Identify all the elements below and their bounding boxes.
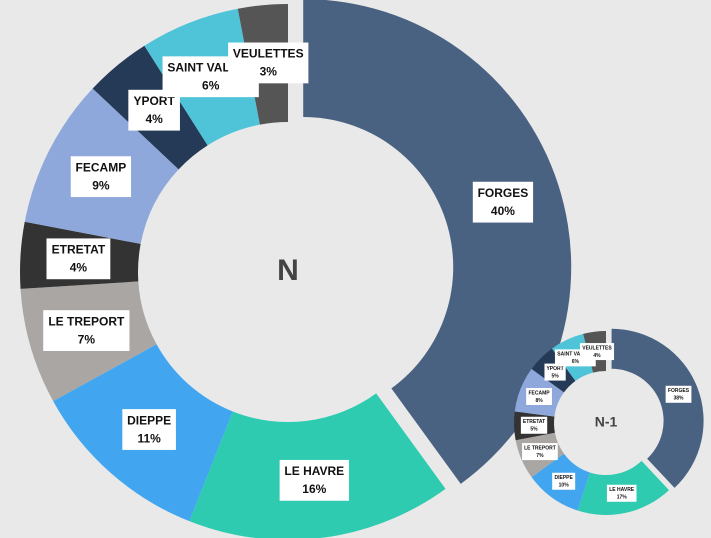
label-box [526, 387, 552, 405]
value-label: 11% [137, 431, 161, 445]
category-label: VEULETTES [233, 47, 304, 61]
slice-label: VEULETTES 3% [228, 42, 309, 84]
label-box [606, 484, 637, 502]
slice-label: LE HAVRE 17% [606, 484, 637, 502]
label-box [544, 363, 566, 381]
category-label: VEULETTES [582, 345, 612, 351]
category-label: DIEPPE [127, 413, 171, 427]
label-box [46, 238, 111, 280]
category-label: DIEPPE [555, 475, 574, 481]
label-box [43, 310, 130, 351]
value-label: 3% [260, 65, 278, 79]
value-label: 10% [559, 483, 570, 489]
value-label: 9% [92, 178, 110, 192]
value-label: 7% [78, 332, 96, 346]
category-label: FORGES [668, 388, 690, 394]
value-label: 17% [617, 495, 628, 501]
value-label: 6% [572, 359, 580, 365]
category-label: LE HAVRE [609, 487, 635, 493]
slice-label: ETRETAT 4% [46, 238, 111, 280]
center-label: N-1 [595, 414, 618, 430]
value-label: 5% [551, 373, 559, 379]
slice-label: VEULETTES 4% [579, 343, 615, 361]
value-label: 5% [530, 427, 538, 433]
label-box [228, 42, 309, 84]
category-label: FECAMP [76, 160, 127, 174]
value-label: 4% [145, 112, 163, 126]
slice-label: ETRETAT 5% [520, 416, 548, 434]
label-box [552, 472, 576, 490]
value-label: 16% [302, 482, 326, 496]
category-label: LE HAVRE [284, 464, 344, 478]
center-label: N [277, 254, 299, 287]
slice-label: LE TREPORT 7% [522, 443, 558, 461]
category-label: FECAMP [528, 390, 550, 396]
label-box [70, 156, 132, 198]
label-box [520, 416, 548, 434]
category-label: ETRETAT [523, 419, 545, 425]
value-label: 38% [674, 396, 685, 402]
label-box [279, 459, 350, 501]
label-box [122, 409, 176, 450]
category-label: YPORT [546, 366, 563, 372]
category-label: SAINT VALERY [557, 352, 594, 358]
slice-label: LE HAVRE 16% [279, 459, 350, 501]
label-box [472, 181, 534, 223]
value-label: 6% [202, 79, 220, 93]
value-label: 40% [491, 204, 515, 218]
label-box [522, 443, 558, 461]
value-label: 4% [593, 353, 601, 359]
slice-label: FECAMP 9% [70, 156, 132, 198]
donut-slice [303, 0, 572, 484]
category-label: ETRETAT [52, 243, 106, 257]
slice-label: LE TREPORT 7% [43, 310, 130, 351]
value-label: 4% [70, 261, 88, 275]
label-box [579, 343, 615, 361]
slice-label: DIEPPE 11% [122, 409, 176, 450]
category-label: YPORT [133, 94, 175, 108]
slice-label: DIEPPE 10% [552, 472, 576, 490]
value-label: 8% [535, 398, 543, 404]
category-label: FORGES [478, 186, 529, 200]
slice-label: FECAMP 8% [526, 387, 552, 405]
slice-label: FORGES 38% [665, 385, 692, 403]
slice-label: FORGES 40% [472, 181, 534, 223]
value-label: 7% [536, 453, 544, 459]
donut-slice [611, 328, 704, 488]
category-label: LE TREPORT [524, 445, 556, 451]
label-box [665, 385, 692, 403]
category-label: LE TREPORT [48, 314, 125, 328]
